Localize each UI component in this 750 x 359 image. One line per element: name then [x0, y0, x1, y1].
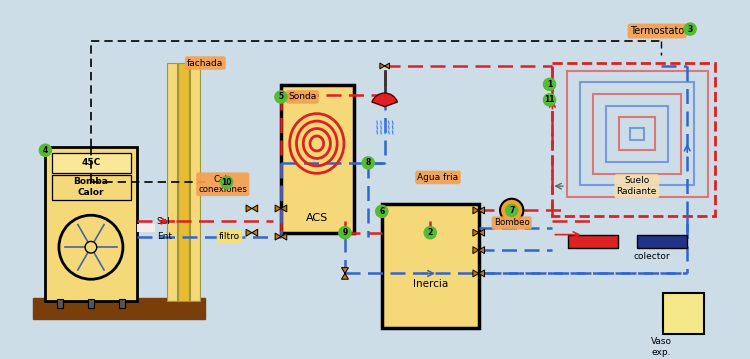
Bar — [606, 106, 668, 162]
Circle shape — [338, 226, 352, 239]
Text: Bomba
Calor: Bomba Calor — [74, 177, 108, 197]
Circle shape — [543, 78, 556, 91]
Text: ACS: ACS — [306, 213, 328, 223]
Text: filtro: filtro — [219, 232, 240, 241]
Circle shape — [38, 144, 53, 157]
Text: 11: 11 — [544, 95, 555, 104]
Text: 9: 9 — [342, 228, 347, 237]
Circle shape — [500, 199, 523, 222]
Text: Sonda: Sonda — [288, 93, 316, 102]
Text: Caja
conexiones: Caja conexiones — [198, 174, 248, 194]
Bar — [88, 299, 94, 308]
Polygon shape — [473, 247, 484, 254]
Bar — [178, 63, 189, 300]
Text: Vaso
exp.: Vaso exp. — [651, 337, 672, 357]
Circle shape — [505, 204, 518, 217]
Bar — [190, 63, 200, 300]
Text: Termostato: Termostato — [630, 26, 684, 36]
Wedge shape — [372, 93, 398, 107]
Bar — [137, 224, 155, 232]
Text: 10: 10 — [221, 178, 232, 187]
Text: Bombeo: Bombeo — [494, 219, 530, 228]
Bar — [593, 94, 682, 173]
Text: 5: 5 — [278, 93, 284, 102]
Polygon shape — [246, 205, 258, 212]
Bar — [553, 63, 716, 216]
Bar — [33, 298, 206, 319]
Circle shape — [375, 205, 388, 218]
Bar — [382, 204, 478, 328]
Polygon shape — [473, 270, 484, 277]
Text: fachada: fachada — [188, 59, 224, 67]
Bar — [630, 128, 644, 140]
Bar — [53, 174, 130, 200]
Text: 8: 8 — [365, 158, 371, 167]
Circle shape — [59, 215, 123, 279]
Text: Suelo
Radiante: Suelo Radiante — [616, 177, 657, 196]
Polygon shape — [341, 267, 349, 279]
Polygon shape — [275, 233, 286, 240]
Bar — [567, 71, 707, 197]
Text: colector: colector — [633, 252, 670, 261]
Polygon shape — [380, 63, 389, 69]
Text: 7: 7 — [509, 206, 515, 215]
Polygon shape — [473, 207, 484, 214]
Circle shape — [220, 176, 233, 189]
Polygon shape — [275, 205, 286, 212]
Text: Inercia: Inercia — [413, 279, 448, 289]
Text: 4: 4 — [43, 146, 48, 155]
Circle shape — [289, 93, 296, 101]
Text: 6: 6 — [380, 207, 385, 216]
Polygon shape — [473, 229, 484, 236]
Bar — [281, 85, 354, 233]
Circle shape — [274, 90, 288, 104]
Text: 2: 2 — [427, 228, 433, 237]
Polygon shape — [506, 206, 517, 215]
Bar — [580, 83, 694, 185]
Bar — [568, 235, 618, 248]
Bar — [53, 153, 130, 173]
Circle shape — [85, 241, 97, 253]
Circle shape — [362, 156, 375, 170]
Bar — [620, 117, 656, 150]
Circle shape — [424, 226, 437, 239]
Bar — [45, 148, 137, 300]
Text: Sal: Sal — [157, 216, 171, 225]
Bar — [166, 63, 177, 300]
Text: 45C: 45C — [81, 158, 100, 167]
Bar — [637, 235, 687, 248]
Text: Ent: Ent — [157, 232, 172, 241]
Text: Agua fria: Agua fria — [418, 173, 458, 182]
Bar — [57, 299, 63, 308]
Circle shape — [683, 22, 697, 36]
Text: 3: 3 — [688, 24, 693, 34]
Circle shape — [543, 93, 556, 107]
Bar — [663, 293, 704, 334]
Polygon shape — [246, 229, 258, 236]
Bar — [119, 299, 124, 308]
Text: 1: 1 — [547, 80, 552, 89]
